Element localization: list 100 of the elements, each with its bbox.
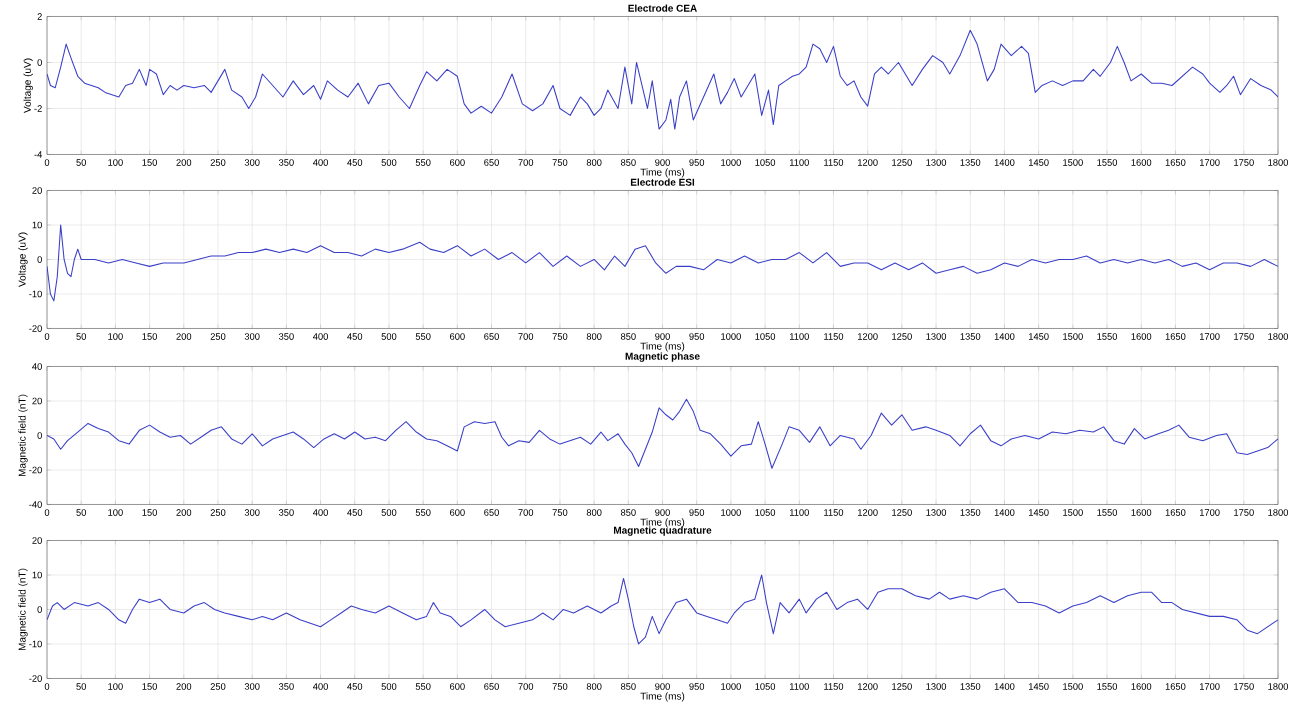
x-tick-label: 1100 <box>789 508 809 516</box>
x-tick-label: 650 <box>484 508 499 516</box>
x-tick-label: 1350 <box>960 508 981 516</box>
x-tick-label: 1200 <box>858 332 878 340</box>
x-tick-label: 100 <box>108 682 123 690</box>
x-tick-label: 200 <box>176 682 192 690</box>
x-tick-label: 1050 <box>755 508 776 516</box>
x-tick-label: 300 <box>244 682 260 690</box>
x-tick-label: 50 <box>76 332 87 340</box>
x-tick-label: 1550 <box>1097 682 1118 690</box>
x-tick-label: 1350 <box>960 332 981 340</box>
x-tick-label: 1750 <box>1234 508 1254 516</box>
y-tick-label: -20 <box>29 466 42 474</box>
x-tick-label: 1500 <box>1063 508 1083 516</box>
x-tick-label: 1600 <box>1131 508 1152 516</box>
x-tick-label: 1250 <box>892 508 912 516</box>
x-tick-label: 500 <box>381 508 397 516</box>
x-tick-label: 1600 <box>1131 158 1152 166</box>
y-axis-title: Voltage (uV) <box>18 232 28 287</box>
x-tick-label: 1000 <box>721 682 741 690</box>
x-tick-label: 200 <box>176 508 192 516</box>
x-tick-label: 1300 <box>926 508 947 516</box>
x-tick-label: 800 <box>586 508 602 516</box>
x-tick-label: 600 <box>450 332 465 340</box>
x-tick-label: 750 <box>552 332 568 340</box>
x-tick-label: 850 <box>620 332 636 340</box>
x-tick-label: 300 <box>244 332 260 340</box>
x-tick-label: 1150 <box>824 508 844 516</box>
y-tick-label: -20 <box>29 674 42 682</box>
y-tick-label: -10 <box>29 640 42 648</box>
x-tick-label: 200 <box>176 332 192 340</box>
y-tick-label: 20 <box>32 186 42 194</box>
x-tick-label: 900 <box>655 332 670 340</box>
x-tick-label: 1200 <box>858 508 878 516</box>
x-tick-label: 1700 <box>1199 158 1220 166</box>
x-tick-label: 0 <box>44 682 50 690</box>
x-tick-label: 450 <box>347 332 363 340</box>
x-tick-label: 700 <box>518 508 534 516</box>
x-tick-label: 1450 <box>1028 682 1049 690</box>
x-tick-label: 0 <box>44 508 50 516</box>
x-tick-label: 150 <box>142 508 158 516</box>
x-tick-label: 1100 <box>789 332 809 340</box>
x-tick-label: 1000 <box>721 158 741 166</box>
x-tick-label: 50 <box>76 158 87 166</box>
x-tick-label: 150 <box>142 158 158 166</box>
x-tick-label: 1650 <box>1165 158 1186 166</box>
x-tick-label: 1650 <box>1165 508 1186 516</box>
x-tick-label: 350 <box>278 158 294 166</box>
x-tick-label: 1150 <box>824 158 844 166</box>
x-tick-label: 800 <box>586 682 602 690</box>
x-tick-label: 1550 <box>1097 508 1118 516</box>
x-tick-label: 650 <box>484 682 499 690</box>
x-tick-label: 950 <box>689 682 705 690</box>
y-tick-label: 2 <box>37 13 42 20</box>
x-tick-label: 250 <box>210 158 226 166</box>
x-tick-label: 1250 <box>892 682 912 690</box>
x-tick-label: 500 <box>381 332 397 340</box>
x-tick-label: 700 <box>518 158 534 166</box>
x-tick-label: 1500 <box>1063 682 1083 690</box>
x-tick-label: 1350 <box>960 682 981 690</box>
x-tick-label: 350 <box>278 332 294 340</box>
x-tick-label: 600 <box>450 508 465 516</box>
y-axis-title: Magnetic field (nT) <box>18 394 28 476</box>
x-tick-label: 800 <box>586 332 602 340</box>
x-tick-label: 1250 <box>892 332 912 340</box>
y-tick-label: -40 <box>29 500 42 508</box>
x-tick-label: 500 <box>381 682 397 690</box>
x-tick-label: 1400 <box>994 332 1015 340</box>
x-tick-label: 400 <box>312 508 328 516</box>
x-tick-label: 1500 <box>1063 158 1083 166</box>
x-tick-label: 1500 <box>1063 332 1083 340</box>
x-tick-label: 600 <box>450 682 465 690</box>
y-tick-label: 20 <box>32 397 42 405</box>
x-tick-label: 400 <box>312 332 328 340</box>
x-tick-label: 700 <box>518 682 534 690</box>
y-tick-label: -10 <box>29 290 42 298</box>
x-tick-label: 250 <box>210 508 226 516</box>
x-tick-label: 1700 <box>1199 332 1220 340</box>
x-tick-label: 750 <box>552 158 568 166</box>
x-tick-label: 1300 <box>926 682 947 690</box>
x-tick-label: 1050 <box>755 682 776 690</box>
x-tick-label: 350 <box>278 508 294 516</box>
x-tick-label: 1050 <box>755 332 776 340</box>
x-tick-label: 1400 <box>994 682 1015 690</box>
x-tick-label: 1800 <box>1268 682 1289 690</box>
x-tick-label: 450 <box>347 682 363 690</box>
x-tick-label: 550 <box>415 158 431 166</box>
x-tick-label: 400 <box>312 158 328 166</box>
y-tick-label: 10 <box>32 571 42 579</box>
x-tick-label: 1800 <box>1268 332 1289 340</box>
y-axis-title: Voltage (uV) <box>23 58 33 113</box>
y-tick-label: -20 <box>29 324 42 332</box>
x-tick-label: 700 <box>518 332 534 340</box>
y-tick-label: -4 <box>34 151 43 158</box>
x-tick-label: 550 <box>415 682 431 690</box>
x-tick-label: 300 <box>244 158 260 166</box>
x-tick-label: 50 <box>76 682 87 690</box>
y-axis-title: Magnetic field (nT) <box>18 568 28 650</box>
x-tick-label: 1300 <box>926 332 947 340</box>
x-tick-label: 850 <box>620 158 636 166</box>
